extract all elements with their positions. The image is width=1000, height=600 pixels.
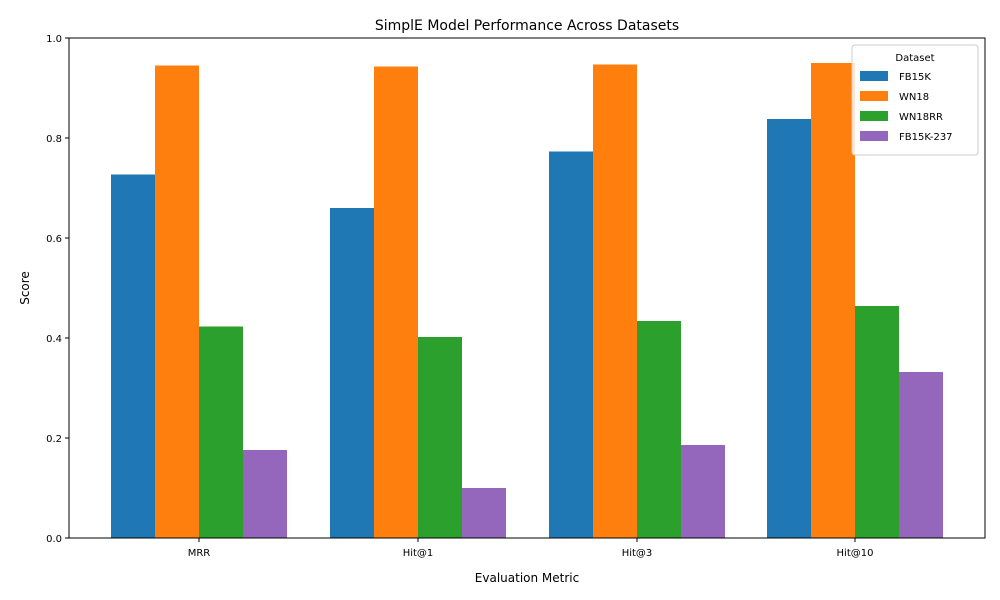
bar-wn18rr-hit-at-3 — [637, 321, 681, 538]
y-tick-label: 0.8 — [46, 134, 62, 145]
bar-wn18rr-hit-at-1 — [418, 337, 462, 538]
x-tick-label: MRR — [188, 548, 211, 559]
chart-title: SimplE Model Performance Across Datasets — [375, 18, 679, 34]
legend-swatch-wn18 — [860, 91, 888, 101]
bar-wn18rr-mrr — [199, 326, 243, 538]
bar-wn18-mrr — [155, 65, 199, 538]
bars-group — [111, 63, 943, 538]
legend-title: Dataset — [895, 53, 934, 64]
legend-swatch-fb15k — [860, 71, 888, 81]
legend-label-fb15k-237: FB15K-237 — [899, 132, 953, 143]
bar-wn18-hit-at-10 — [811, 63, 855, 538]
legend-label-wn18rr: WN18RR — [899, 112, 943, 123]
legend-swatch-fb15k-237 — [860, 131, 888, 141]
legend: Dataset FB15K WN18 WN18RR FB15K-237 — [851, 44, 979, 156]
x-tick-label: Hit@10 — [837, 548, 874, 559]
bar-fb15k-mrr — [111, 174, 155, 538]
bar-wn18-hit-at-3 — [593, 64, 637, 538]
y-tick-label: 0.6 — [46, 234, 62, 245]
y-tick-label: 0.2 — [46, 434, 62, 445]
y-axis: 0.0 0.2 0.4 0.6 0.8 1.0 — [46, 34, 69, 545]
x-axis-title: Evaluation Metric — [475, 571, 579, 585]
bar-wn18rr-hit-at-10 — [855, 306, 899, 538]
bar-fb15k-hit-at-10 — [767, 119, 811, 538]
x-axis: MRR Hit@1 Hit@3 Hit@10 — [188, 538, 874, 559]
bar-fb15k-237-hit-at-1 — [462, 488, 506, 538]
y-tick-label: 0.0 — [46, 534, 62, 545]
x-tick-label: Hit@1 — [403, 548, 434, 559]
legend-swatch-wn18rr — [860, 111, 888, 121]
legend-label-fb15k: FB15K — [899, 72, 931, 83]
plot-area-frame — [68, 37, 986, 539]
bar-wn18-hit-at-1 — [374, 66, 418, 538]
y-tick-label: 0.4 — [46, 334, 62, 345]
bar-fb15k-237-hit-at-10 — [899, 372, 943, 538]
y-tick-label: 1.0 — [46, 34, 62, 45]
x-tick-label: Hit@3 — [622, 548, 653, 559]
legend-label-wn18: WN18 — [899, 92, 929, 103]
bar-fb15k-237-hit-at-3 — [681, 445, 725, 538]
bar-fb15k-237-mrr — [243, 450, 287, 538]
y-axis-title: Score — [18, 271, 32, 305]
bar-fb15k-hit-at-3 — [549, 151, 593, 538]
bar-fb15k-hit-at-1 — [330, 208, 374, 538]
